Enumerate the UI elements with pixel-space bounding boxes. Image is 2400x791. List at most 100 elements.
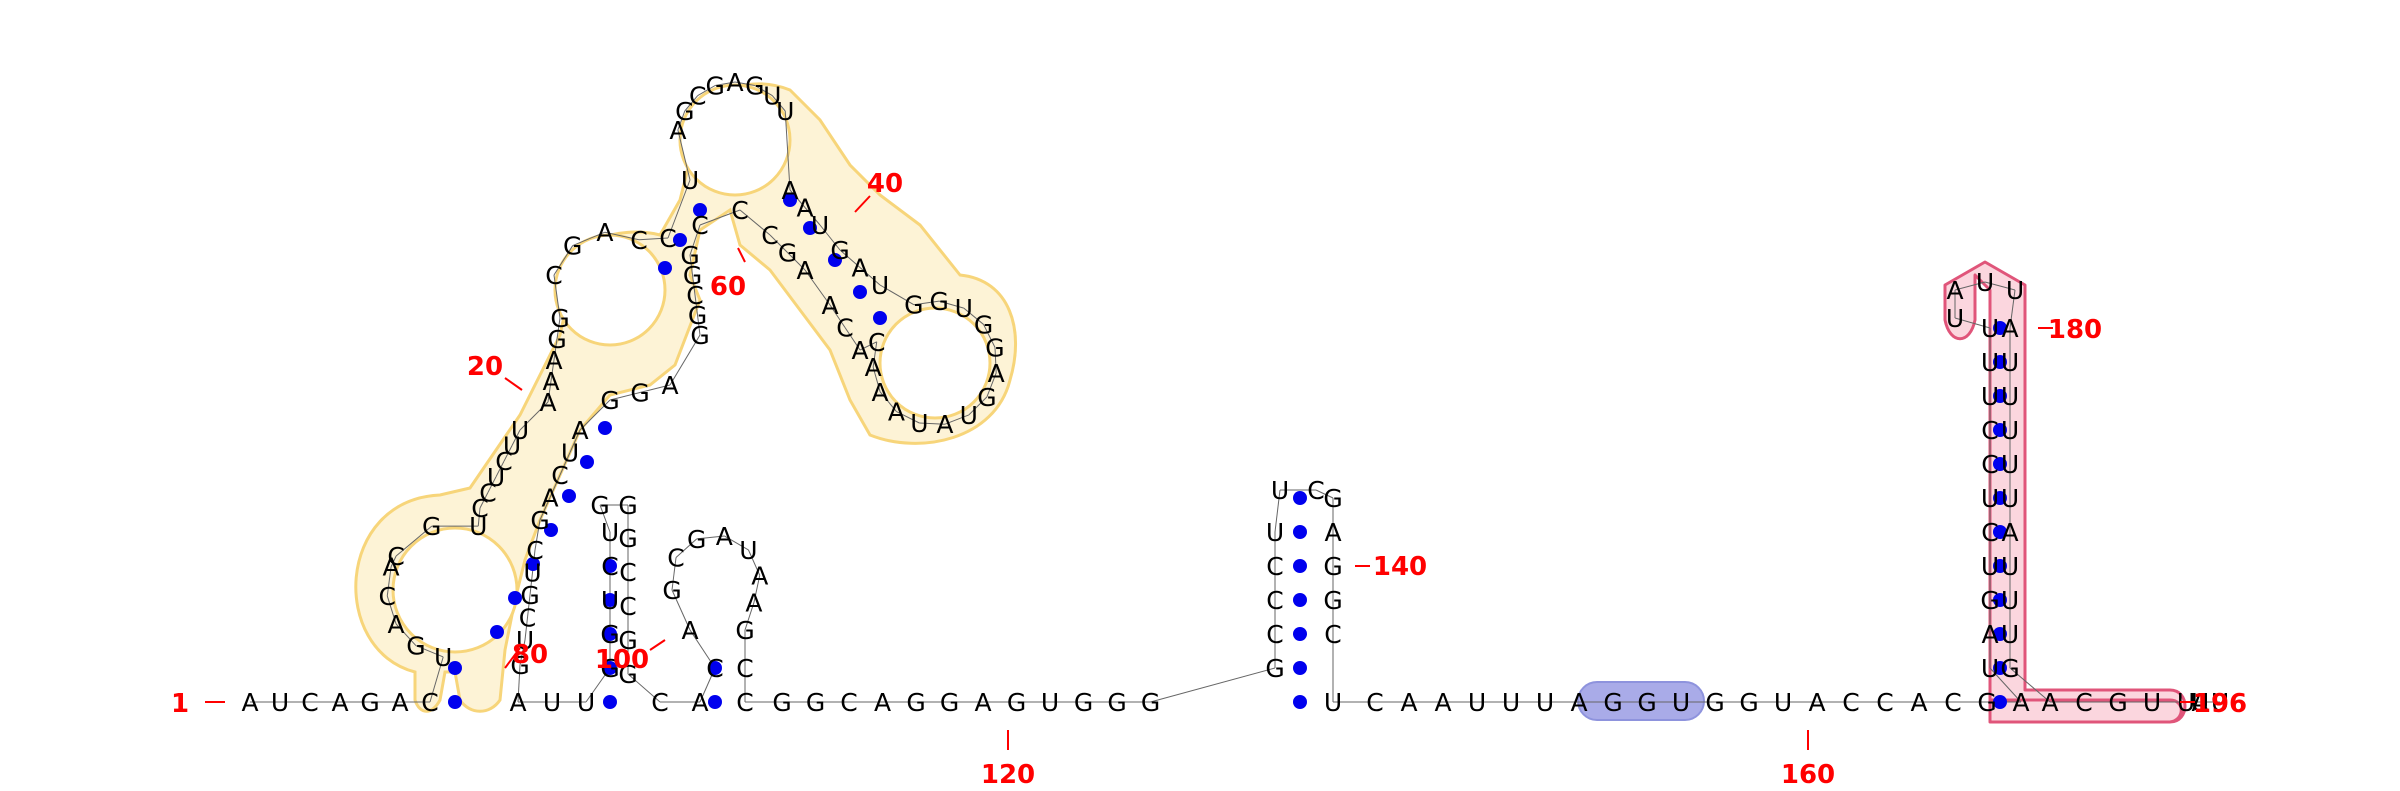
nucleotide-66: C xyxy=(761,221,778,250)
base-pair-dot xyxy=(828,253,842,267)
nucleotide-137: A xyxy=(1324,518,1341,547)
base-pair-dot xyxy=(708,661,722,675)
backbone-link xyxy=(627,673,661,703)
backbone-link xyxy=(675,538,698,558)
nucleotide-131: C xyxy=(1266,586,1283,615)
nucleotide-111: U xyxy=(739,536,757,565)
base-pair-dot xyxy=(526,557,540,571)
backbone-link xyxy=(744,602,755,631)
nucleotide-158: A xyxy=(1910,688,1927,717)
backbone-link xyxy=(715,81,736,86)
backbone-link xyxy=(2009,289,2016,329)
nucleotide-194: U xyxy=(2191,688,2209,717)
nucleotide-193: U xyxy=(2211,688,2229,717)
nucleotide-60: C xyxy=(868,328,885,357)
nucleotide-109: G xyxy=(687,525,706,554)
nucleotide-138: G xyxy=(1323,552,1342,581)
base-pair-dot xyxy=(490,625,504,639)
position-label-20: 20 xyxy=(467,352,503,382)
backbone-link xyxy=(1150,667,1276,703)
nucleotide-33: A xyxy=(669,116,686,145)
base-pair-dot xyxy=(1293,661,1307,675)
nucleotide-88: A xyxy=(509,688,526,717)
nucleotide-80: A xyxy=(541,484,558,513)
backbone-link xyxy=(553,245,574,276)
nucleotide-70: G xyxy=(683,261,702,290)
nucleotide-147: U xyxy=(1536,688,1554,717)
nucleotide-90: U xyxy=(577,688,595,717)
backbone-link xyxy=(677,110,686,131)
nucleotide-146: U xyxy=(1502,688,1520,717)
backbone-link xyxy=(747,549,761,576)
nucleotide-171: U xyxy=(1981,348,1999,377)
base-pair-dot xyxy=(448,661,462,675)
position-tick xyxy=(737,247,746,263)
nucleotide-159: C xyxy=(1944,688,1961,717)
nucleotide-121: G xyxy=(906,688,925,717)
nucleotide-101: G xyxy=(618,626,637,655)
nucleotide-182: U xyxy=(2001,484,2019,513)
nucleotide-32: U xyxy=(681,166,699,195)
backbone-link xyxy=(913,300,940,306)
base-pair-dot xyxy=(580,455,594,469)
position-label-160: 160 xyxy=(1781,760,1835,790)
nucleotide-160: G xyxy=(1977,688,1996,717)
nucleotide-53: G xyxy=(977,383,996,412)
nucleotide-14: G xyxy=(422,512,441,541)
backbone-link xyxy=(697,85,716,97)
nucleotide-40: U xyxy=(776,97,794,126)
backbone-link xyxy=(789,189,806,208)
nucleotide-69: G xyxy=(680,241,699,270)
nucleotide-61: A xyxy=(851,336,868,365)
backbone-link xyxy=(549,474,561,498)
backbone-link xyxy=(689,224,701,256)
nucleotide-54: U xyxy=(960,401,978,430)
backbone-link xyxy=(839,249,861,268)
position-tick xyxy=(504,377,523,391)
backbone-link xyxy=(477,507,481,527)
nucleotide-174: A xyxy=(1946,276,1963,305)
nucleotide-63: A xyxy=(821,291,838,320)
nucleotide-162: U xyxy=(1981,654,1999,683)
base-pair-dot xyxy=(1993,355,2007,369)
nucleotide-49: U xyxy=(955,294,973,323)
nucleotide-124: G xyxy=(1007,688,1026,717)
base-pair-dot xyxy=(873,311,887,325)
nucleotide-151: U xyxy=(1672,688,1690,717)
nucleotide-48: G xyxy=(929,287,948,316)
nucleotide-132: C xyxy=(1266,552,1283,581)
nucleotide-122: G xyxy=(940,688,959,717)
backbone-link xyxy=(829,304,846,328)
nucleotide-68: C xyxy=(691,211,708,240)
nucleotide-173: U xyxy=(1946,304,1964,333)
nucleotide-98: G xyxy=(618,524,637,553)
nucleotide-9: G xyxy=(406,632,425,661)
nucleotide-103: C xyxy=(651,688,668,717)
backbone-link xyxy=(519,401,549,431)
backbone-link xyxy=(994,347,997,373)
nucleotide-187: G xyxy=(2000,654,2019,683)
nucleotide-127: G xyxy=(1107,688,1126,717)
backbone-link xyxy=(390,555,397,567)
nucleotide-186: U xyxy=(2001,620,2019,649)
nucleotide-143: A xyxy=(1400,688,1417,717)
backbone-link xyxy=(556,317,561,340)
nucleotide-2: U xyxy=(271,688,289,717)
backbone-link xyxy=(386,595,397,625)
nucleotide-7: C xyxy=(421,688,438,717)
nucleotide-75: G xyxy=(630,379,649,408)
backbone-link xyxy=(872,367,881,392)
position-label-180: 180 xyxy=(2048,315,2102,345)
nucleotide-15: U xyxy=(469,512,487,541)
backbone-link xyxy=(859,341,877,351)
nucleotide-94: C xyxy=(601,552,618,581)
nucleotide-154: U xyxy=(1774,688,1792,717)
base-pair-dot xyxy=(603,593,617,607)
nucleotide-35: C xyxy=(689,82,706,111)
backbone-link xyxy=(697,314,701,336)
nucleotide-89: U xyxy=(543,688,561,717)
nucleotide-177: A xyxy=(2001,314,2018,343)
nucleotide-47: G xyxy=(904,291,923,320)
nucleotide-30: C xyxy=(630,226,647,255)
base-pair-dot xyxy=(1993,389,2007,403)
